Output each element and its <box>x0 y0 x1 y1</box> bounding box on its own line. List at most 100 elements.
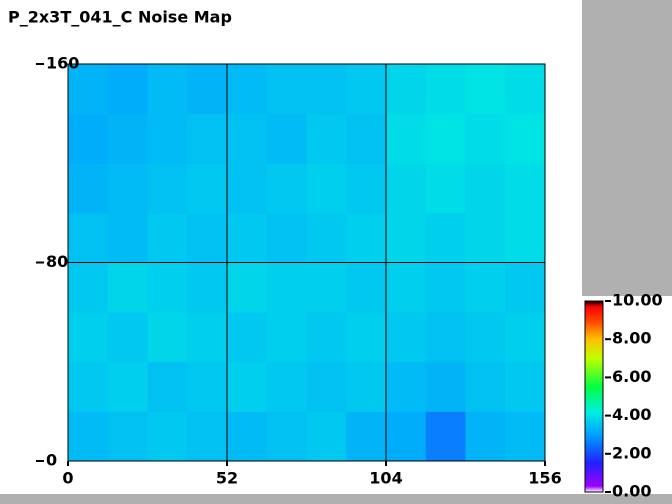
heat-cell <box>425 411 466 462</box>
heat-cell <box>465 163 506 214</box>
color-tick-label: 10.00 <box>612 291 663 310</box>
heat-cell <box>187 262 228 313</box>
x-tick-label: 156 <box>528 469 561 488</box>
color-tick-label: 8.00 <box>612 329 651 348</box>
heat-cell <box>68 262 109 313</box>
heat-cell <box>306 163 347 214</box>
heat-cell <box>465 113 506 164</box>
heat-cell <box>107 262 148 313</box>
heat-cell <box>107 312 148 363</box>
heat-cell <box>187 361 228 412</box>
heat-cell <box>346 262 387 313</box>
heat-cell <box>227 163 268 214</box>
heat-cell <box>505 411 546 462</box>
heat-cell <box>227 411 268 462</box>
heat-cell <box>306 411 347 462</box>
heat-cell <box>386 113 427 164</box>
heat-cell <box>465 64 506 115</box>
heat-cell <box>386 411 427 462</box>
bottom-strip <box>0 494 672 504</box>
heat-cell <box>147 212 188 263</box>
heat-cell <box>68 312 109 363</box>
heat-cell <box>147 262 188 313</box>
heat-cell <box>386 163 427 214</box>
chart-title: P_2x3T_041_C Noise Map <box>8 8 232 27</box>
heat-cell <box>147 312 188 363</box>
heat-cell <box>346 312 387 363</box>
color-tick-label: 4.00 <box>612 405 651 424</box>
heat-cell <box>107 212 148 263</box>
heat-cell <box>346 163 387 214</box>
heat-cell <box>266 361 307 412</box>
heat-cell <box>147 113 188 164</box>
heat-cell <box>266 262 307 313</box>
heat-cell <box>505 64 546 115</box>
heat-cell <box>68 411 109 462</box>
heat-cell <box>465 312 506 363</box>
heat-cell <box>266 212 307 263</box>
heat-cell <box>266 113 307 164</box>
heat-cell <box>425 361 466 412</box>
side-panel <box>582 0 672 296</box>
heat-cell <box>147 411 188 462</box>
x-tick-label: 0 <box>62 469 73 488</box>
heat-cell <box>306 262 347 313</box>
heat-cell <box>266 163 307 214</box>
heat-cell <box>425 312 466 363</box>
heat-cell <box>187 113 228 164</box>
heat-cell <box>425 163 466 214</box>
heat-cell <box>147 64 188 115</box>
heat-cell <box>306 64 347 115</box>
heat-cell <box>425 64 466 115</box>
heat-cell <box>187 163 228 214</box>
heat-cell <box>505 262 546 313</box>
heat-cell <box>266 312 307 363</box>
heat-cell <box>68 212 109 263</box>
heat-cell <box>386 312 427 363</box>
heat-cell <box>386 64 427 115</box>
heat-cell <box>465 262 506 313</box>
heat-cell <box>505 312 546 363</box>
heat-cell <box>68 113 109 164</box>
heat-cell <box>505 163 546 214</box>
heat-cell <box>465 212 506 263</box>
heat-cell <box>465 361 506 412</box>
heat-cell <box>227 361 268 412</box>
y-tick-label: 80 <box>46 252 68 271</box>
heat-cell <box>187 212 228 263</box>
heat-cell <box>386 212 427 263</box>
heat-cell <box>266 411 307 462</box>
heat-cell <box>227 212 268 263</box>
heat-cell <box>306 113 347 164</box>
heat-cell <box>187 64 228 115</box>
heat-cell <box>346 64 387 115</box>
heat-cell <box>68 64 109 115</box>
heat-cell <box>306 312 347 363</box>
heat-cell <box>187 411 228 462</box>
heat-cell <box>346 212 387 263</box>
heat-cell <box>187 312 228 363</box>
heat-cell <box>68 163 109 214</box>
heat-cell <box>107 163 148 214</box>
color-tick-label: 2.00 <box>612 443 651 462</box>
color-tick-label: 6.00 <box>612 367 651 386</box>
heat-cell <box>147 163 188 214</box>
heat-cell <box>68 361 109 412</box>
x-tick-label: 52 <box>216 469 238 488</box>
heat-cell <box>386 262 427 313</box>
heat-cell <box>266 64 307 115</box>
heat-cell <box>425 262 466 313</box>
x-tick-label: 104 <box>369 469 402 488</box>
heat-cell <box>465 411 506 462</box>
heat-cell <box>107 113 148 164</box>
color-bar <box>584 300 604 493</box>
heat-cell <box>386 361 427 412</box>
heat-cell <box>346 361 387 412</box>
heat-cell <box>107 64 148 115</box>
heat-cell <box>425 113 466 164</box>
heat-cell <box>227 64 268 115</box>
heat-cell <box>306 212 347 263</box>
heat-cell <box>505 361 546 412</box>
heat-cell <box>227 312 268 363</box>
